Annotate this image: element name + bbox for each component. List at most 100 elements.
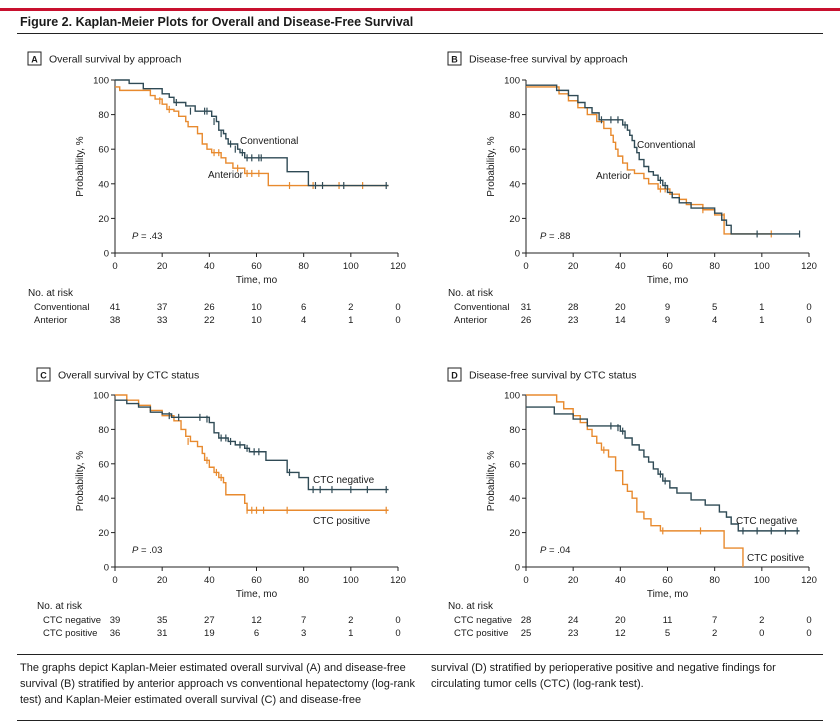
km-curve-conventional [526, 84, 800, 235]
risk-count: 26 [204, 302, 215, 313]
x-axis-label: Time, mo [647, 275, 689, 286]
x-tick-label: 20 [568, 575, 579, 586]
risk-count: 10 [251, 315, 262, 326]
x-tick-label: 100 [754, 575, 770, 586]
risk-count: 33 [157, 315, 168, 326]
y-axis-label: Probability, % [486, 451, 497, 512]
accent-top-bar [0, 8, 840, 11]
risk-count: 35 [157, 615, 168, 626]
x-tick-label: 60 [251, 261, 262, 272]
x-tick-label: 100 [754, 261, 770, 272]
risk-count: 0 [395, 628, 400, 639]
x-tick-label: 60 [662, 575, 673, 586]
p-value: = .88 [546, 231, 570, 242]
y-tick-label: 100 [93, 391, 109, 402]
risk-count: 20 [615, 302, 626, 313]
series-label-ctc-negative: CTC negative [736, 516, 798, 527]
x-tick-label: 20 [157, 261, 168, 272]
p-symbol: P [132, 545, 139, 556]
x-tick-label: 0 [112, 575, 117, 586]
p-symbol: P [540, 545, 547, 556]
y-tick-label: 80 [98, 425, 109, 436]
x-tick-label: 0 [523, 261, 528, 272]
risk-count: 25 [521, 628, 532, 639]
risk-count: 1 [348, 628, 353, 639]
x-tick-label: 80 [298, 575, 309, 586]
p-value-label: P = .88 [540, 231, 570, 242]
risk-count: 39 [110, 615, 121, 626]
risk-count: 31 [157, 628, 168, 639]
panel-letter-box [447, 51, 462, 66]
risk-count: 9 [665, 315, 670, 326]
risk-count: 12 [251, 615, 262, 626]
risk-count: 27 [204, 615, 215, 626]
risk-row-label: Anterior [454, 315, 487, 326]
x-tick-label: 20 [157, 575, 168, 586]
risk-count: 0 [806, 302, 811, 313]
y-tick-label: 40 [509, 494, 520, 505]
title-divider [17, 33, 823, 34]
risk-count: 24 [568, 615, 579, 626]
y-tick-label: 40 [98, 179, 109, 190]
risk-count: 5 [665, 628, 670, 639]
p-value: = .03 [138, 545, 162, 556]
risk-count: 9 [665, 302, 670, 313]
risk-table-header: No. at risk [448, 288, 494, 299]
x-tick-label: 80 [298, 261, 309, 272]
risk-count: 0 [806, 628, 811, 639]
y-tick-label: 20 [98, 528, 109, 539]
p-value-label: P = .43 [132, 231, 162, 242]
risk-count: 12 [615, 628, 626, 639]
panel-title: Overall survival by CTC status [58, 370, 199, 382]
y-axis-label: Probability, % [75, 451, 86, 512]
y-tick-label: 0 [104, 563, 109, 574]
y-tick-label: 80 [509, 425, 520, 436]
risk-table-header: No. at risk [448, 601, 494, 612]
p-symbol: P [132, 231, 139, 242]
risk-count: 0 [806, 315, 811, 326]
series-label-anterior: Anterior [596, 171, 632, 182]
risk-count: 28 [568, 302, 579, 313]
risk-table-header: No. at risk [37, 601, 83, 612]
series-label-ctc-positive: CTC positive [313, 516, 371, 527]
risk-count: 20 [615, 615, 626, 626]
y-tick-label: 40 [98, 494, 109, 505]
y-tick-label: 0 [515, 249, 520, 260]
risk-count: 10 [251, 302, 262, 313]
series-label-anterior: Anterior [208, 170, 244, 181]
risk-count: 1 [348, 315, 353, 326]
x-tick-label: 40 [204, 575, 215, 586]
figure-title: Figure 2. Kaplan-Meier Plots for Overall… [20, 15, 414, 29]
risk-row-label: CTC negative [454, 615, 512, 626]
panel-letter-box [27, 51, 42, 66]
x-tick-label: 40 [615, 575, 626, 586]
km-curve-anterior [115, 86, 389, 187]
panel-letter: A [31, 55, 38, 65]
risk-count: 23 [568, 628, 579, 639]
km-curve-ctc-positive [526, 394, 744, 567]
risk-count: 1 [759, 302, 764, 313]
risk-count: 6 [254, 628, 259, 639]
x-tick-label: 80 [709, 261, 720, 272]
y-tick-label: 60 [509, 459, 520, 470]
y-tick-label: 40 [509, 179, 520, 190]
y-tick-label: 60 [98, 145, 109, 156]
km-curve-ctc-negative [526, 406, 800, 532]
x-tick-label: 80 [709, 575, 720, 586]
panel-title: Overall survival by approach [49, 54, 182, 66]
x-tick-label: 120 [390, 575, 406, 586]
y-tick-label: 100 [504, 391, 520, 402]
risk-row-label: Conventional [454, 302, 509, 313]
x-axis-label: Time, mo [647, 589, 689, 600]
y-tick-label: 80 [509, 110, 520, 121]
y-tick-label: 100 [93, 76, 109, 87]
risk-count: 0 [395, 615, 400, 626]
risk-row-label: Conventional [34, 302, 89, 313]
p-value: = .43 [138, 231, 162, 242]
km-curve-conventional [115, 79, 389, 187]
risk-table-header: No. at risk [28, 288, 74, 299]
